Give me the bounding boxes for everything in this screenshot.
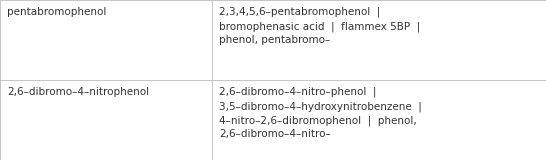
Text: 2,3,4,5,6–pentabromophenol  |
bromophenasic acid  |  flammex 5BP  |
phenol, pent: 2,3,4,5,6–pentabromophenol | bromophenas… [219, 7, 420, 45]
Text: pentabromophenol: pentabromophenol [7, 7, 106, 17]
Text: 2,6–dibromo–4–nitrophenol: 2,6–dibromo–4–nitrophenol [7, 87, 149, 97]
Text: 2,6–dibromo–4–nitro–phenol  |
3,5–dibromo–4–hydroxynitrobenzene  |
4–nitro–2,6–d: 2,6–dibromo–4–nitro–phenol | 3,5–dibromo… [219, 87, 422, 139]
